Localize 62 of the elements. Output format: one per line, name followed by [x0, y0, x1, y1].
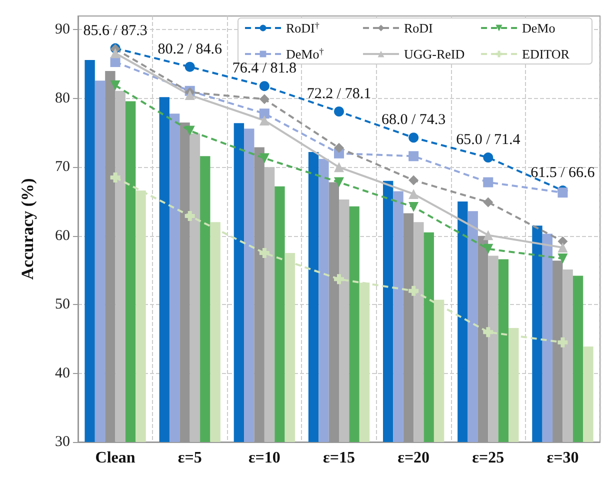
annotation: 72.2 / 78.1	[306, 86, 372, 102]
point	[184, 210, 195, 221]
point	[259, 81, 270, 92]
point	[558, 242, 568, 253]
point	[483, 197, 494, 208]
point	[408, 132, 419, 143]
legend-label: DeMo†	[286, 46, 324, 62]
point	[408, 202, 419, 212]
point	[483, 327, 494, 338]
point	[110, 80, 120, 90]
x-tick-label: ε=5	[178, 450, 202, 466]
legend-label: RoDI	[404, 20, 433, 36]
annotation: 61.5 / 66.6	[530, 165, 596, 182]
point	[184, 90, 195, 100]
annotation: 85.6 / 87.3	[83, 22, 148, 39]
x-tick-label: ε=25	[472, 450, 504, 466]
y-tick-label: 80	[55, 90, 70, 106]
point	[184, 126, 195, 136]
point	[483, 244, 494, 254]
y-tick-label: 70	[55, 159, 70, 176]
x-tick-label: Clean	[95, 450, 136, 466]
point	[259, 248, 270, 258]
x-tick-label: ε=15	[323, 450, 355, 466]
point	[483, 230, 494, 240]
annotation: 65.0 / 71.4	[456, 132, 521, 148]
point	[334, 142, 344, 153]
point	[110, 57, 120, 68]
y-tick-label: 60	[55, 228, 70, 244]
point	[110, 48, 120, 58]
point	[110, 172, 120, 182]
point	[558, 254, 568, 264]
point	[483, 177, 494, 188]
point	[259, 94, 270, 104]
legend-label: EDITOR	[522, 46, 570, 62]
point	[184, 62, 195, 72]
x-tick-label: ε=10	[248, 450, 280, 466]
y-tick-label: 30	[55, 434, 70, 450]
point	[483, 152, 494, 163]
point	[408, 286, 419, 296]
point	[259, 153, 270, 164]
y-tick-label: 90	[55, 22, 70, 38]
annotation: 68.0 / 74.3	[381, 112, 446, 128]
point	[334, 177, 344, 188]
y-axis-title: Accuracy (%)	[18, 178, 37, 280]
point	[408, 151, 419, 162]
legend-label: UGG-ReID	[404, 46, 465, 62]
legend-label: RoDI†	[286, 20, 320, 36]
x-tick-label: ε=20	[398, 450, 430, 466]
legend-label: DeMo	[522, 20, 556, 36]
point	[408, 188, 419, 199]
annotation: 80.2 / 84.6	[158, 41, 222, 58]
annotation: 76.4 / 81.8	[232, 60, 297, 77]
point	[334, 106, 344, 117]
point	[408, 175, 419, 186]
point	[259, 115, 270, 126]
point	[259, 108, 270, 119]
x-tick-label: ε=30	[546, 450, 579, 466]
point	[334, 274, 344, 284]
y-tick-label: 50	[55, 296, 70, 313]
point	[334, 162, 344, 172]
y-tick-label: 40	[55, 365, 70, 382]
point	[558, 337, 568, 348]
